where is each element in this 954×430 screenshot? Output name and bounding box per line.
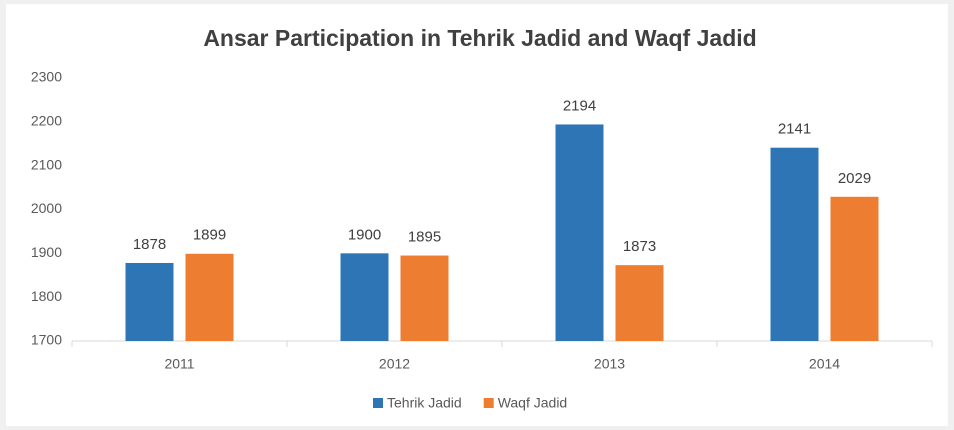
- y-tick-label: 2000: [31, 200, 62, 216]
- y-tick-label: 1900: [31, 244, 62, 260]
- value-label: 1899: [193, 227, 226, 244]
- value-label: 1873: [623, 238, 656, 255]
- bar: [125, 262, 174, 341]
- legend-label: Tehrik Jadid: [387, 395, 462, 411]
- value-label: 2029: [838, 170, 871, 187]
- x-tick-label: 2014: [809, 356, 840, 372]
- bar: [830, 196, 879, 341]
- value-label: 2194: [563, 97, 596, 114]
- y-tick-label: 2200: [31, 113, 62, 129]
- value-label: 1900: [348, 226, 381, 243]
- bar: [555, 124, 604, 341]
- bar: [615, 265, 664, 341]
- y-tick-label: 1700: [31, 332, 62, 348]
- bar: [340, 253, 389, 341]
- x-tick-label: 2013: [594, 356, 625, 372]
- y-tick-label: 1800: [31, 288, 62, 304]
- legend-swatch: [483, 398, 494, 408]
- value-label: 1895: [408, 228, 441, 245]
- value-label: 1878: [133, 236, 166, 253]
- bar: [770, 147, 819, 341]
- chart-title: Ansar Participation in Tehrik Jadid and …: [203, 25, 756, 51]
- legend-swatch: [373, 398, 383, 408]
- x-tick-label: 2011: [164, 356, 194, 372]
- bar: [185, 253, 234, 341]
- y-tick-label: 2100: [31, 156, 62, 172]
- y-tick-label: 2300: [31, 69, 62, 85]
- value-label: 2141: [778, 121, 811, 138]
- x-tick-label: 2012: [379, 356, 410, 372]
- legend-label: Waqf Jadid: [498, 395, 568, 411]
- bar: [400, 255, 449, 341]
